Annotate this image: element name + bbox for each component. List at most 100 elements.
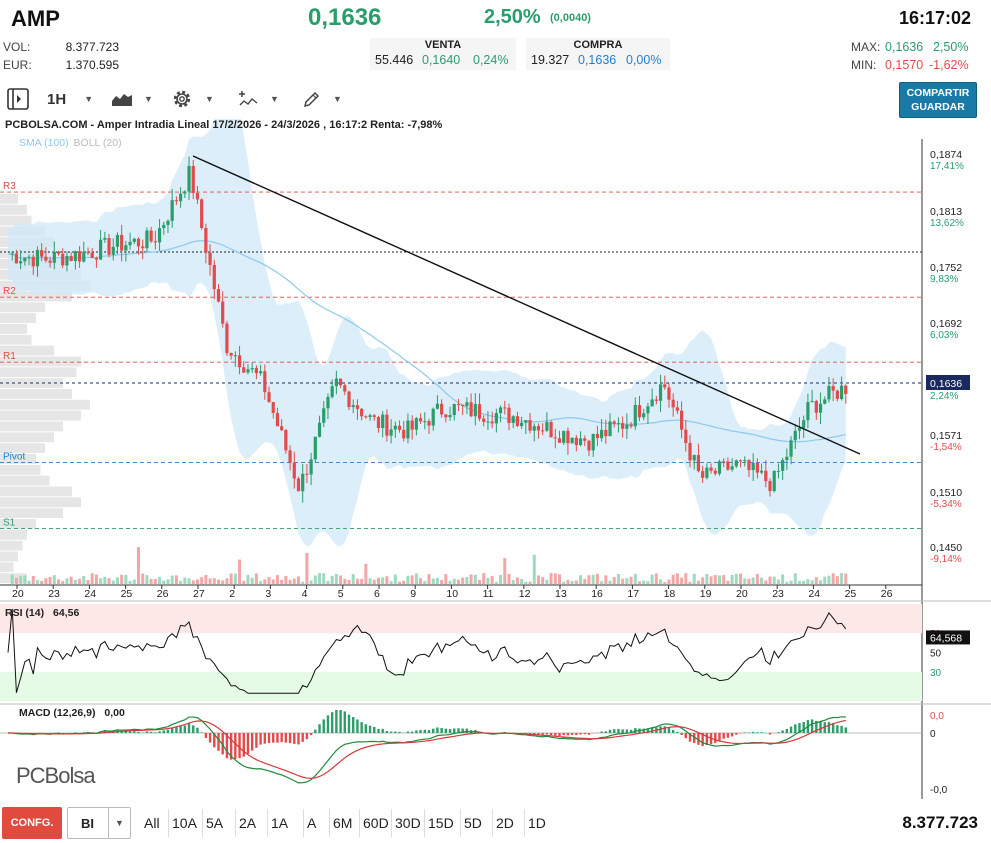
volume-bar xyxy=(465,576,469,584)
volume-bar xyxy=(57,579,61,584)
price-tick-pct: 17,41% xyxy=(930,161,964,172)
volume-bar xyxy=(385,576,389,584)
volume-bar xyxy=(802,580,806,584)
macd-histogram-bar xyxy=(398,731,401,733)
drawing-tools-button[interactable]: ▼ xyxy=(303,86,342,112)
price-tick-label: 0,1813 xyxy=(930,206,962,218)
candle-body xyxy=(520,422,524,427)
volume-bar xyxy=(82,576,86,584)
candle-body xyxy=(823,399,827,404)
volume-bar xyxy=(318,573,322,584)
range-30d[interactable]: 30D xyxy=(395,815,421,831)
volume-bar xyxy=(545,579,549,584)
range-a[interactable]: A xyxy=(307,815,317,831)
macd-histogram-bar xyxy=(760,732,763,733)
candle-body xyxy=(810,400,814,403)
macd-histogram-bar xyxy=(347,714,351,733)
drawing-pencil-icon xyxy=(303,91,320,108)
volume-bar xyxy=(570,581,574,584)
candle-body xyxy=(785,456,789,461)
date-label: 11 xyxy=(483,588,494,600)
candle-body xyxy=(469,402,473,417)
volume-bar xyxy=(553,573,557,584)
volume-bar xyxy=(633,573,637,584)
volume-bar xyxy=(410,575,414,584)
volume-bar xyxy=(137,547,141,584)
macd-histogram-bar xyxy=(718,733,721,741)
volume-profile-bar xyxy=(0,464,41,475)
candle-body xyxy=(423,421,427,423)
trendline[interactable] xyxy=(192,155,861,455)
candle-body xyxy=(612,421,616,424)
volume-bar xyxy=(347,579,351,584)
candle-body xyxy=(351,405,355,408)
volume-bar xyxy=(642,580,646,584)
volume-bar xyxy=(107,578,111,584)
macd-histogram-bar xyxy=(533,733,536,735)
candle-body xyxy=(69,256,73,262)
range-15d[interactable]: 15D xyxy=(428,815,454,831)
candle-body xyxy=(40,250,44,257)
rsi-level-label: 50 xyxy=(930,649,942,660)
candle-body xyxy=(153,241,157,243)
range-60d[interactable]: 60D xyxy=(363,815,389,831)
range-2a[interactable]: 2A xyxy=(239,815,257,831)
macd-histogram-bar xyxy=(840,725,843,733)
volume-bar xyxy=(322,573,326,584)
range-2d[interactable]: 2D xyxy=(496,815,514,831)
macd-histogram-bar xyxy=(583,733,586,735)
range-5d[interactable]: 5D xyxy=(464,815,482,831)
macd-histogram-bar xyxy=(297,733,300,745)
candle-body xyxy=(490,421,494,424)
candle-body xyxy=(183,191,187,194)
volume-bar xyxy=(309,580,313,584)
volume-bar xyxy=(170,575,174,584)
volume-bar xyxy=(69,576,73,584)
candle-body xyxy=(549,421,553,438)
indicators-button[interactable]: ▼ xyxy=(238,86,279,112)
candle-body xyxy=(402,429,406,439)
volume-bar xyxy=(473,574,477,584)
volume-profile-bar xyxy=(0,529,27,540)
volume-bar xyxy=(650,574,654,584)
settings-button[interactable]: ▼ xyxy=(171,86,214,112)
candle-body xyxy=(637,405,642,418)
chart-type-button[interactable]: ▼ xyxy=(112,86,153,112)
candle-body xyxy=(376,417,381,429)
config-button[interactable]: CONFG. xyxy=(2,807,62,839)
range-6m[interactable]: 6M xyxy=(333,815,353,831)
scale-select[interactable]: BI ▼ xyxy=(67,807,131,839)
macd-histogram-bar xyxy=(385,730,389,733)
volume-bar xyxy=(229,573,233,584)
panel-toggle-button[interactable] xyxy=(6,86,30,112)
candle-body xyxy=(56,251,61,254)
candle-body xyxy=(317,422,322,437)
volume-bar xyxy=(478,579,482,584)
candle-body xyxy=(237,355,242,368)
indicators-icon xyxy=(239,91,258,106)
candle-body xyxy=(764,470,768,482)
max-label: MAX: xyxy=(851,40,881,54)
chart-area[interactable]: R3 R2 R1 Pivot S1 0,1874 17,41% 0,1813 13,62% 0,… xyxy=(0,91,991,805)
volume-bar xyxy=(343,578,347,584)
range-1a[interactable]: 1A xyxy=(271,815,289,831)
interval-select[interactable]: 1H ▼ xyxy=(47,86,93,112)
range-1d[interactable]: 1D xyxy=(528,815,546,831)
volume-profile-bar xyxy=(0,410,81,421)
range-5a[interactable]: 5A xyxy=(206,815,224,831)
range-10a[interactable]: 10A xyxy=(172,815,197,831)
candle-body xyxy=(595,433,599,439)
macd-line xyxy=(7,716,846,784)
volume-bar xyxy=(461,577,465,584)
range-separator xyxy=(460,809,461,837)
candle-body xyxy=(31,256,35,267)
candle-body xyxy=(696,455,701,472)
share-save-button[interactable]: COMPARTIR GUARDAR xyxy=(899,82,977,118)
volume-bar xyxy=(166,579,170,584)
macd-histogram-bar xyxy=(722,733,725,739)
range-all[interactable]: All xyxy=(144,815,160,831)
candle-body xyxy=(254,368,258,374)
candle-body xyxy=(275,412,280,427)
macd-histogram-bar xyxy=(179,725,182,733)
